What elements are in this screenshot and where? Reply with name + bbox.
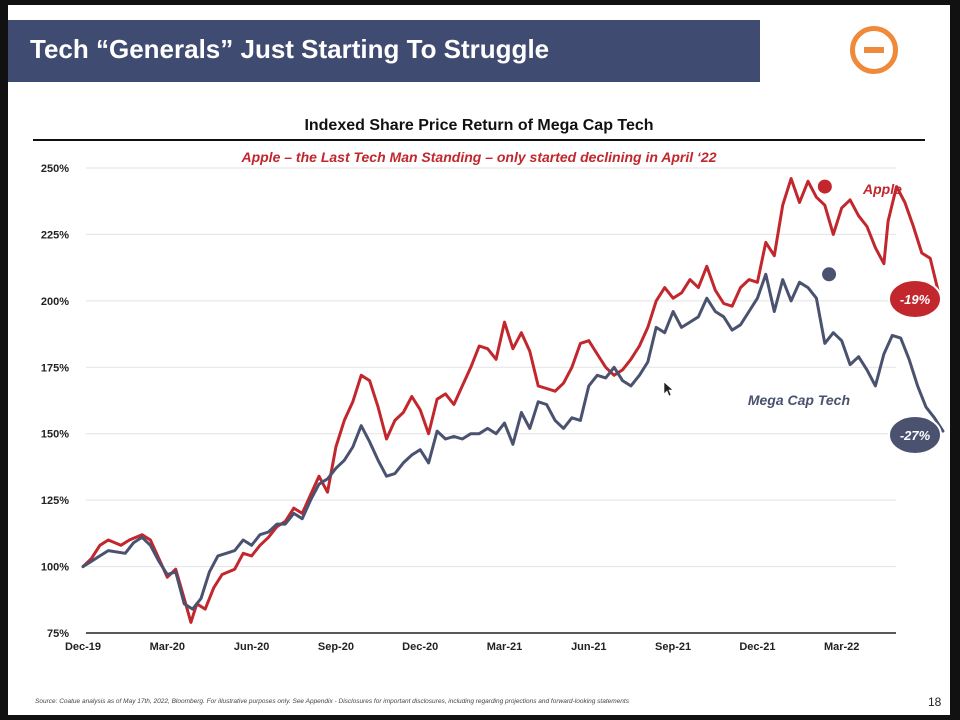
y-tick-label: 250% <box>41 163 69 175</box>
chart-title: Indexed Share Price Return of Mega Cap T… <box>304 117 654 134</box>
x-tick-label: Jun-20 <box>234 641 269 653</box>
series-line <box>81 272 945 611</box>
x-tick-label: Sep-20 <box>318 641 354 653</box>
y-tick-label: 200% <box>41 296 69 308</box>
slide-title: Tech “Generals” Just Starting To Struggl… <box>30 34 550 64</box>
x-tick-label: Mar-22 <box>824 641 859 653</box>
x-tick-label: Dec-21 <box>739 641 775 653</box>
y-tick-label: 100% <box>41 562 69 574</box>
slide: Tech “Generals” Just Starting To Struggl… <box>8 5 950 715</box>
y-tick-label: 125% <box>41 495 69 507</box>
y-tick-label: 75% <box>47 628 69 640</box>
series-label: Mega Cap Tech <box>748 392 850 408</box>
x-tick-label: Mar-20 <box>150 641 185 653</box>
x-tick-label: Jun-21 <box>571 641 606 653</box>
end-value-label: -19% <box>900 292 931 307</box>
series-line <box>81 177 941 624</box>
series-marker <box>817 179 832 194</box>
title-bar: Tech “Generals” Just Starting To Struggl… <box>8 20 760 82</box>
chart-subtitle: Apple – the Last Tech Man Standing – onl… <box>241 149 717 165</box>
x-tick-label: Sep-21 <box>655 641 691 653</box>
x-tick-label: Dec-19 <box>65 641 101 653</box>
end-value-badge <box>888 279 942 319</box>
mouse-cursor-icon <box>663 381 674 397</box>
y-tick-label: 175% <box>41 362 69 374</box>
logo-minus-bar <box>864 47 884 53</box>
page-number: 18 <box>928 695 942 709</box>
line-chart: 75% 100% 125% 150% 175% 200% 225% 250% Dec-19 Ma… <box>41 163 945 653</box>
source-footnote: Source: Coatue analysis as of May 17th, … <box>35 698 629 705</box>
y-tick-label: 225% <box>41 229 69 241</box>
end-value-label: -27% <box>900 428 931 443</box>
series-label: Apple <box>862 181 902 197</box>
end-value-badge <box>888 415 942 455</box>
x-tick-label: Dec-20 <box>402 641 438 653</box>
x-tick-label: Mar-21 <box>487 641 522 653</box>
chart-title-rule <box>33 139 925 141</box>
series-marker <box>822 267 837 282</box>
logo-icon <box>850 26 898 74</box>
y-tick-label: 150% <box>41 429 69 441</box>
